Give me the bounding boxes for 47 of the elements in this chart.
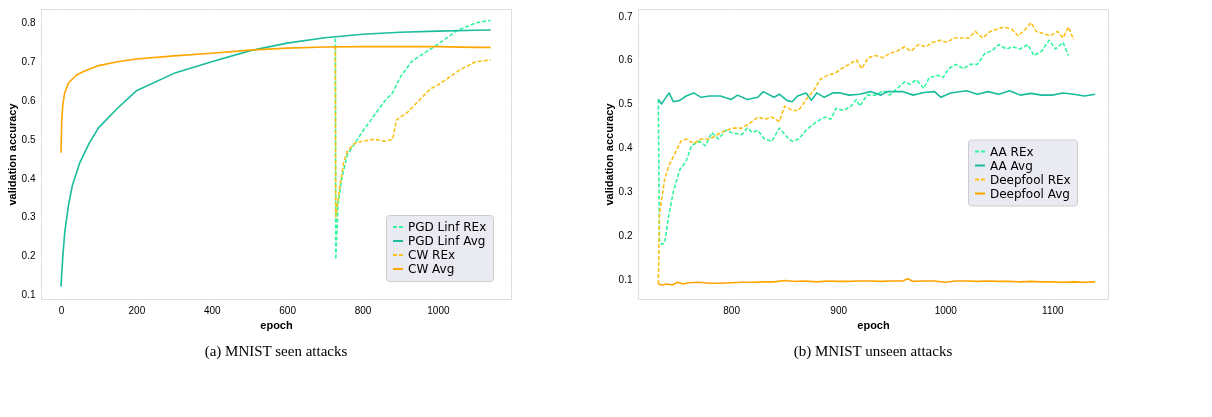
- x-tick-label: 0: [58, 304, 65, 316]
- x-axis-title: epoch: [857, 318, 890, 331]
- text: (b) MNIST unseen attacks: [793, 343, 953, 360]
- y-tick-label: 0.1: [618, 274, 633, 286]
- y-tick-label: 0.4: [21, 172, 36, 184]
- y-axis-title: validation accuracy: [5, 102, 18, 206]
- legend-label: PGD Linf REx: [408, 220, 487, 234]
- y-tick-label: 0.6: [21, 95, 36, 106]
- x-tick-label: 400: [203, 304, 222, 316]
- line-series: [60, 29, 492, 288]
- x-tick-label: 1000: [427, 304, 450, 316]
- y-tick-label: 0.3: [21, 211, 36, 223]
- y-tick-label: 0.5: [618, 98, 633, 110]
- line-series: [334, 19, 492, 261]
- x-tick-label: 800: [354, 304, 372, 316]
- line-series: [657, 89, 1096, 105]
- legend-label: AA Avg: [990, 158, 1033, 173]
- text: (a) MNIST seen attacks: [204, 343, 348, 360]
- y-tick-label: 0.6: [618, 54, 633, 66]
- line-series: [657, 21, 1075, 285]
- x-tick-label: 200: [128, 304, 146, 316]
- y-tick-label: 0.2: [21, 250, 36, 262]
- y-tick-label: 0.1: [21, 288, 36, 300]
- x-tick-label: 600: [279, 304, 297, 316]
- y-tick-label: 0.7: [21, 56, 36, 68]
- legend-label: Deepfool REx: [990, 172, 1071, 187]
- x-axis-title: epoch: [260, 318, 293, 331]
- x-tick-label: 1000: [934, 304, 958, 316]
- line-series: [657, 39, 1070, 246]
- y-tick-label: 0.5: [21, 133, 36, 145]
- line-series: [60, 45, 492, 154]
- legend-label: PGD Linf Avg: [408, 234, 486, 248]
- y-tick-label: 0.4: [618, 142, 633, 154]
- legend-label: CW REx: [408, 248, 456, 262]
- x-tick-label: 900: [830, 304, 848, 316]
- line-series: [334, 45, 492, 218]
- line-series: [657, 277, 1096, 286]
- legend-label: AA REx: [990, 144, 1034, 159]
- y-axis-title: validation accuracy: [602, 102, 615, 206]
- y-tick-label: 0.7: [618, 10, 633, 22]
- y-tick-label: 0.8: [21, 17, 36, 29]
- legend-label: CW Avg: [408, 262, 455, 276]
- legend-label: Deepfool Avg: [990, 186, 1070, 201]
- y-tick-label: 0.2: [618, 230, 633, 242]
- x-tick-label: 800: [723, 304, 741, 316]
- x-tick-label: 1100: [1042, 304, 1065, 316]
- y-tick-label: 0.3: [618, 186, 633, 198]
